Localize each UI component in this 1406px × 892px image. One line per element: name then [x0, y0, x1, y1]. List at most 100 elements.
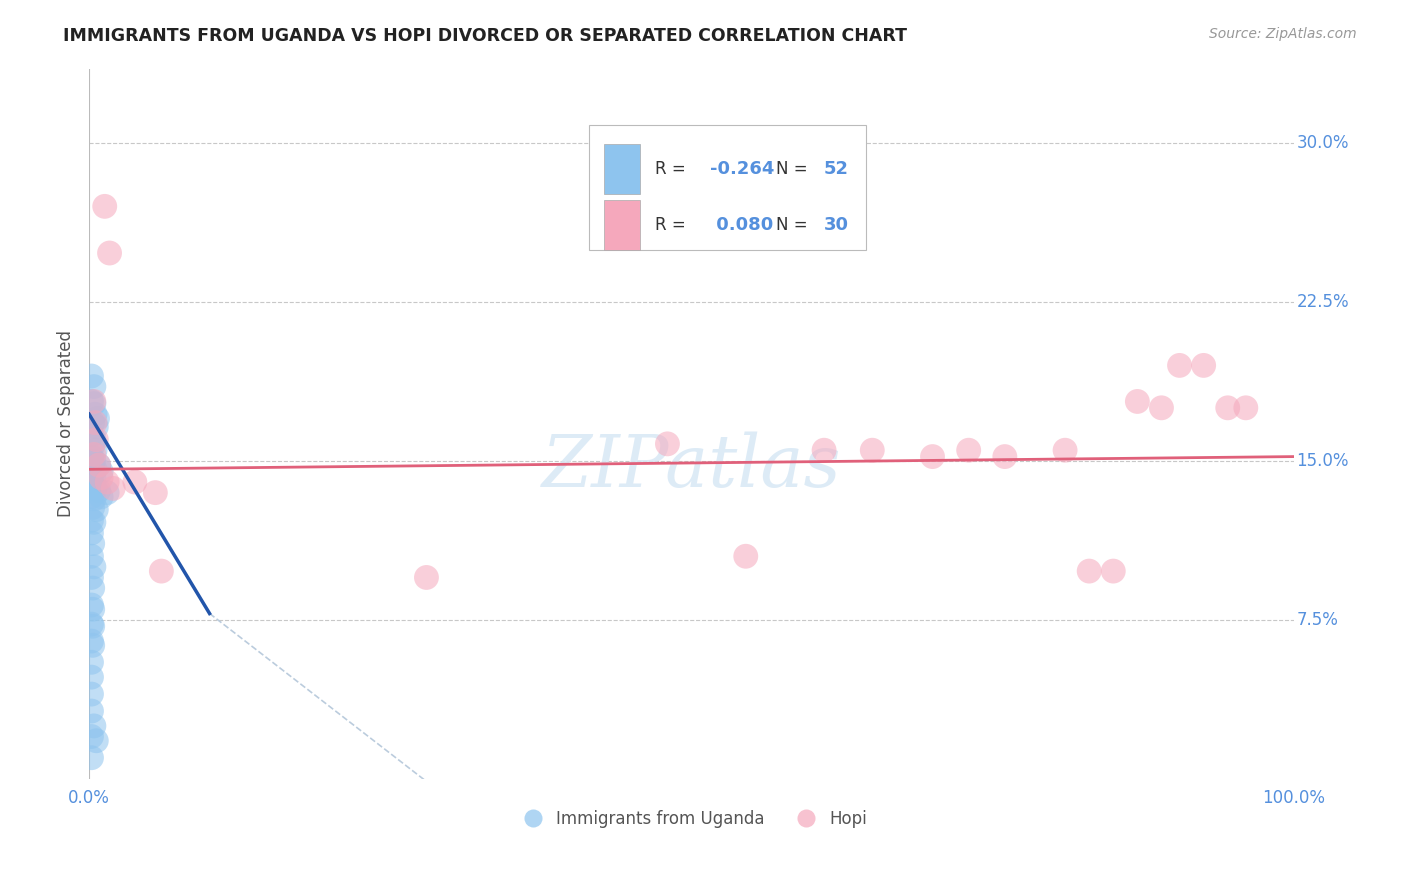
- Point: [83, 491, 105, 506]
- Point: [82, 500, 104, 515]
- Point: [1150, 401, 1173, 415]
- Point: [90, 471, 112, 485]
- Point: [80, 655, 103, 669]
- Point: [80, 428, 103, 442]
- Point: [415, 570, 437, 584]
- Point: [734, 549, 756, 564]
- Point: [83, 396, 105, 410]
- Point: [83, 471, 105, 485]
- Point: [1192, 359, 1215, 373]
- Text: ZIPatlas: ZIPatlas: [541, 431, 841, 501]
- Point: [83, 447, 105, 461]
- Point: [87, 483, 110, 498]
- Point: [921, 450, 943, 464]
- Text: 22.5%: 22.5%: [1296, 293, 1348, 310]
- Point: [84, 407, 107, 421]
- Legend: Immigrants from Uganda, Hopi: Immigrants from Uganda, Hopi: [509, 803, 875, 835]
- Point: [80, 730, 103, 744]
- Point: [813, 443, 835, 458]
- Point: [80, 687, 103, 701]
- Point: [90, 490, 112, 504]
- Point: [143, 485, 166, 500]
- Point: [1234, 401, 1257, 415]
- Point: [1126, 394, 1149, 409]
- Point: [86, 411, 108, 425]
- Point: [82, 581, 104, 595]
- Y-axis label: Divorced or Separated: Divorced or Separated: [58, 330, 75, 517]
- Point: [83, 394, 105, 409]
- Text: IMMIGRANTS FROM UGANDA VS HOPI DIVORCED OR SEPARATED CORRELATION CHART: IMMIGRANTS FROM UGANDA VS HOPI DIVORCED …: [63, 27, 907, 45]
- Point: [1216, 401, 1239, 415]
- Point: [101, 482, 124, 496]
- Point: [83, 379, 105, 393]
- Text: 7.5%: 7.5%: [1296, 611, 1339, 629]
- Point: [82, 416, 104, 430]
- Point: [80, 598, 103, 612]
- Point: [80, 617, 103, 632]
- Text: Source: ZipAtlas.com: Source: ZipAtlas.com: [1209, 27, 1357, 41]
- Text: 15.0%: 15.0%: [1296, 452, 1348, 470]
- Point: [80, 450, 103, 464]
- Point: [80, 750, 103, 764]
- Point: [82, 602, 104, 616]
- Point: [80, 670, 103, 684]
- Point: [150, 564, 173, 578]
- Point: [80, 468, 103, 483]
- Point: [80, 704, 103, 718]
- Point: [84, 416, 107, 430]
- Text: N =: N =: [776, 160, 813, 178]
- Point: [80, 525, 103, 540]
- Point: [82, 536, 104, 550]
- Point: [80, 490, 103, 504]
- Point: [87, 458, 110, 472]
- Point: [80, 394, 103, 409]
- Point: [93, 199, 115, 213]
- FancyBboxPatch shape: [603, 144, 640, 194]
- Point: [657, 437, 679, 451]
- Point: [84, 462, 107, 476]
- Point: [82, 458, 104, 472]
- Point: [83, 516, 105, 530]
- Text: R =: R =: [655, 160, 692, 178]
- Point: [83, 559, 105, 574]
- Point: [1102, 564, 1125, 578]
- FancyBboxPatch shape: [589, 126, 866, 250]
- Point: [1054, 443, 1077, 458]
- Point: [80, 513, 103, 527]
- Point: [83, 433, 105, 447]
- Point: [84, 502, 107, 516]
- Point: [82, 619, 104, 633]
- Text: 52: 52: [824, 160, 849, 178]
- Text: 30.0%: 30.0%: [1296, 134, 1348, 152]
- Text: N =: N =: [776, 216, 813, 234]
- Point: [84, 443, 107, 458]
- Point: [84, 482, 107, 496]
- FancyBboxPatch shape: [603, 200, 640, 250]
- Point: [82, 439, 104, 453]
- Point: [1168, 359, 1191, 373]
- Point: [860, 443, 883, 458]
- Text: -0.264: -0.264: [710, 160, 773, 178]
- Text: 0.080: 0.080: [710, 216, 773, 234]
- Point: [84, 733, 107, 747]
- Point: [80, 549, 103, 564]
- Point: [83, 719, 105, 733]
- Point: [994, 450, 1017, 464]
- Point: [83, 454, 105, 468]
- Point: [98, 246, 121, 260]
- Point: [82, 479, 104, 493]
- Point: [84, 433, 107, 447]
- Point: [80, 369, 103, 384]
- Point: [84, 420, 107, 434]
- Point: [80, 570, 103, 584]
- Text: 30: 30: [824, 216, 849, 234]
- Point: [957, 443, 980, 458]
- Point: [87, 458, 110, 472]
- Point: [1078, 564, 1101, 578]
- Point: [80, 634, 103, 648]
- Point: [90, 465, 112, 479]
- Point: [96, 485, 118, 500]
- Text: R =: R =: [655, 216, 692, 234]
- Point: [96, 475, 118, 489]
- Point: [82, 638, 104, 652]
